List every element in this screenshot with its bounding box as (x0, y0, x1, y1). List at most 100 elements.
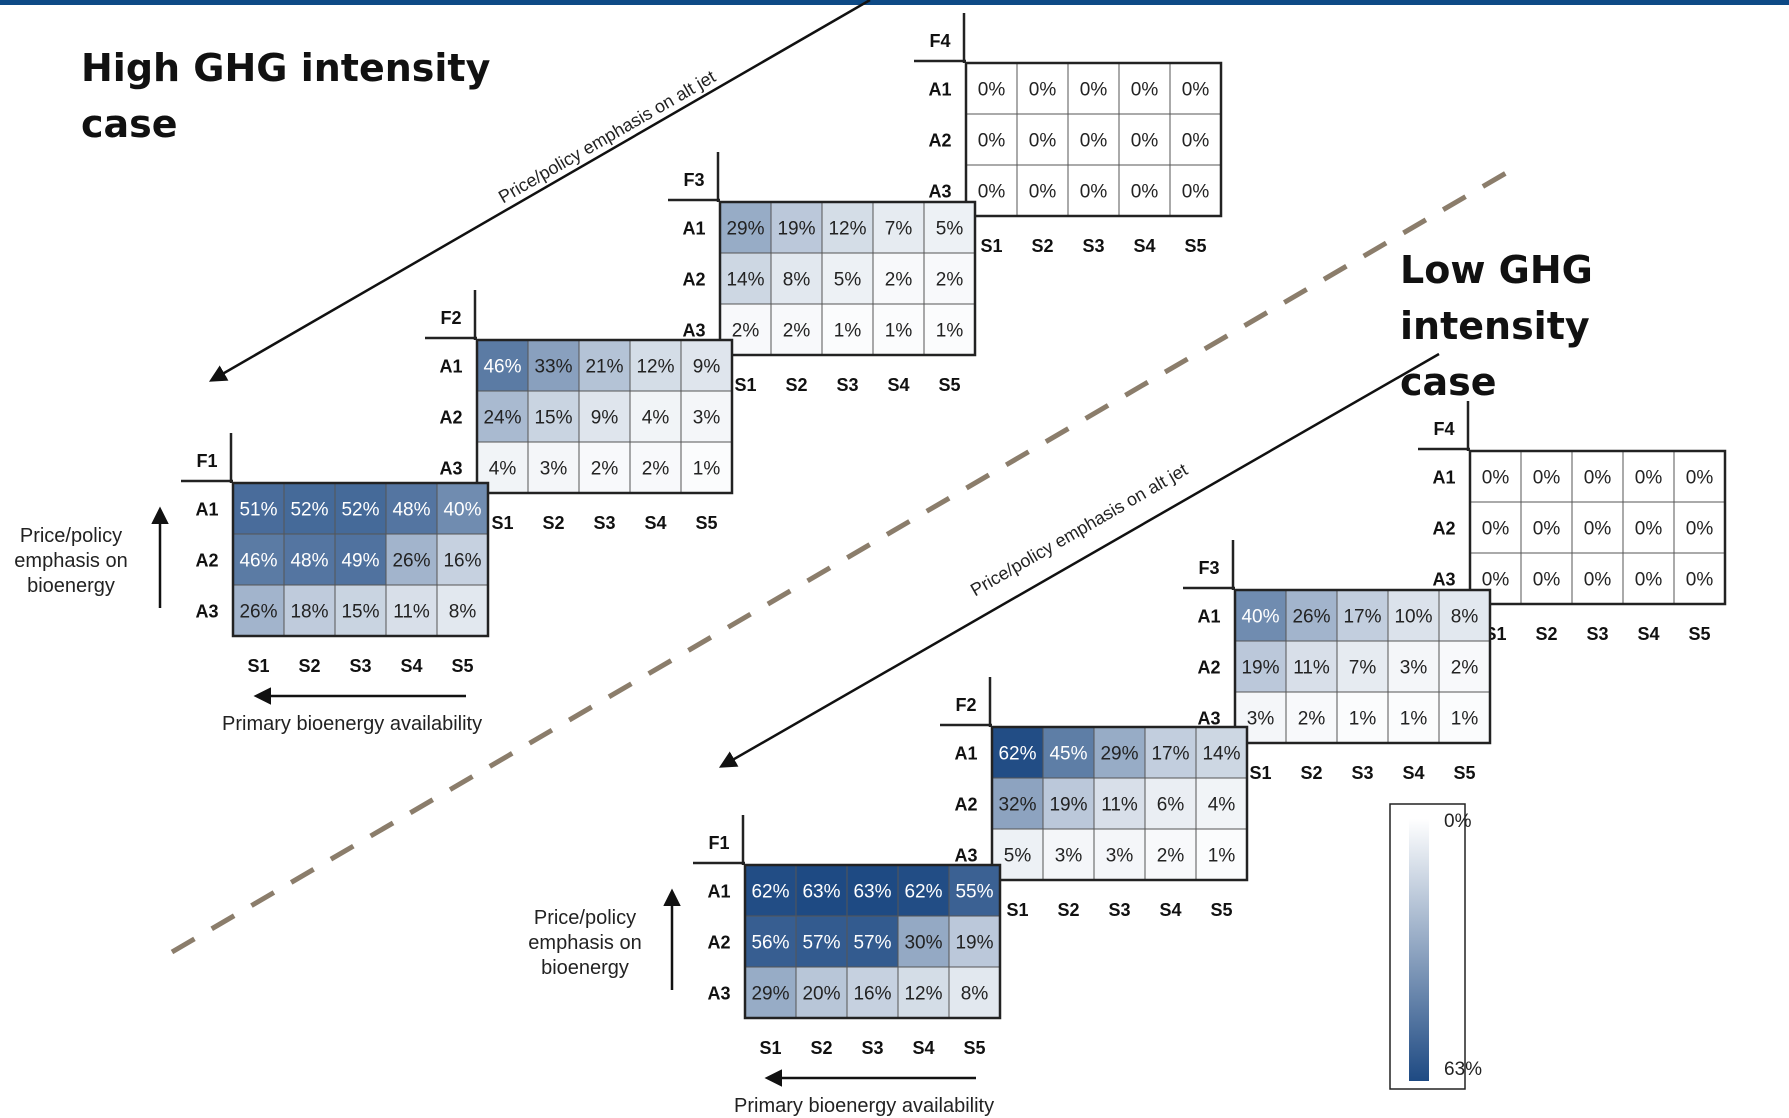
heatmap-cell (1016, 164, 1069, 217)
cell-value-label: 11% (1293, 658, 1330, 679)
cell-value-label: 40% (1241, 607, 1279, 628)
column-label: S3 (593, 513, 615, 533)
low-panel-f2: 62% 45% 29% 17% 14% 32% 19% 11% 6% 4% 5% 3% 3% 2% 1% F2… (940, 677, 1249, 920)
heatmap-cell (770, 252, 823, 305)
column-label: S4 (400, 656, 422, 676)
cell-value-label: 0% (1686, 468, 1714, 489)
panel-label: F3 (1198, 558, 1219, 578)
heatmap-cell (1042, 828, 1095, 881)
cell-value-label: 2% (885, 270, 913, 291)
cell-value-label: 9% (591, 408, 619, 429)
panel-label: F2 (955, 695, 976, 715)
cell-value-label: 2% (1157, 846, 1185, 867)
cell-value-label: 0% (1635, 468, 1663, 489)
heatmap-cell (680, 390, 733, 443)
cell-value-label: 48% (392, 500, 430, 521)
panel-frame (475, 338, 734, 495)
cell-value-label: 15% (341, 602, 379, 623)
column-label: S2 (1535, 624, 1557, 644)
heatmap-cell (232, 584, 285, 637)
cell-value-label: 0% (1080, 182, 1108, 203)
cell-value-label: 4% (489, 459, 517, 480)
cell-value-label: 3% (540, 459, 568, 480)
heatmap-cell (334, 533, 387, 586)
heatmap-cell (719, 201, 772, 254)
column-label: S2 (1300, 763, 1322, 783)
column-label: S2 (298, 656, 320, 676)
cell-value-label: 46% (483, 357, 521, 378)
heatmap-cell (1093, 828, 1146, 881)
cell-value-label: 52% (290, 500, 328, 521)
cell-value-label: 29% (726, 219, 764, 240)
column-label: S5 (963, 1038, 985, 1058)
column-label: S3 (349, 656, 371, 676)
heatmap-cell (1285, 589, 1338, 642)
cell-value-label: 0% (978, 80, 1006, 101)
cell-value-label: 0% (1686, 570, 1714, 591)
top-accent-bar (0, 0, 1789, 5)
cell-value-label: 19% (1241, 658, 1279, 679)
cell-value-label: 0% (1182, 80, 1210, 101)
cell-value-label: 26% (392, 551, 430, 572)
column-label: S1 (734, 375, 756, 395)
column-label: S5 (1453, 763, 1475, 783)
cell-value-label: 16% (853, 984, 891, 1005)
column-label: S5 (451, 656, 473, 676)
column-label: S3 (1108, 900, 1130, 920)
cell-value-label: 1% (1349, 709, 1377, 730)
colorbar-min-label: 0% (1444, 811, 1472, 832)
cell-value-label: 0% (1080, 80, 1108, 101)
panel-frame (1233, 588, 1492, 745)
cell-value-label: 55% (955, 882, 993, 903)
cell-value-label: 63% (853, 882, 891, 903)
heatmap-cell (991, 777, 1044, 830)
heatmap-cell (232, 533, 285, 586)
cell-value-label: 0% (1131, 131, 1159, 152)
row-label: A3 (195, 602, 218, 622)
row-label: A1 (1432, 468, 1455, 488)
cell-value-label: 63% (802, 882, 840, 903)
heatmap-cell (334, 482, 387, 535)
cell-value-label: 0% (1131, 80, 1159, 101)
cell-value-label: 0% (1533, 468, 1561, 489)
heatmap-cell (948, 966, 1001, 1019)
cell-value-label: 0% (1182, 182, 1210, 203)
cell-value-label: 19% (955, 933, 993, 954)
panel-label: F1 (196, 451, 217, 471)
heatmap-cell (1195, 726, 1248, 779)
heatmap-cell (1093, 777, 1146, 830)
column-label: S5 (1210, 900, 1232, 920)
heatmap-cell (1673, 450, 1726, 503)
column-label: S1 (980, 236, 1002, 256)
heatmap-cell (1169, 62, 1222, 115)
heatmap-cell (1438, 589, 1491, 642)
panel-frame (231, 481, 490, 638)
cell-value-label: 48% (290, 551, 328, 572)
column-label: S1 (759, 1038, 781, 1058)
row-label: A2 (439, 408, 462, 428)
cell-value-label: 11% (1101, 795, 1138, 816)
cell-value-label: 57% (802, 933, 840, 954)
column-label: S1 (1006, 900, 1028, 920)
row-label: A1 (928, 80, 951, 100)
cell-value-label: 21% (585, 357, 623, 378)
heatmap-cell (1520, 501, 1573, 554)
heatmap-cell (436, 584, 489, 637)
cell-value-label: 7% (1349, 658, 1377, 679)
colorbar-max-label: 63% (1444, 1059, 1483, 1080)
cell-value-label: 0% (1029, 182, 1057, 203)
cell-value-label: 26% (239, 602, 277, 623)
panel-frame (964, 61, 1223, 218)
cell-value-label: 11% (393, 602, 430, 623)
cell-value-label: 17% (1151, 744, 1189, 765)
heatmap-cell (795, 966, 848, 1019)
heatmap-cell (1622, 450, 1675, 503)
cell-value-label: 8% (961, 984, 989, 1005)
panel-label: F4 (929, 31, 950, 51)
column-label: S1 (1249, 763, 1271, 783)
heatmap-panels: 0% 0% 0% 0% 0% 0% 0% 0% 0% 0% 0% 0% 0% 0% 0% F4 A1 A2 A3 S1… (181, 13, 1727, 1058)
low-panel-f1: 62% 63% 63% 62% 55% 56% 57% 57% 30% 19% 29% 20% 16% 1… (693, 815, 1002, 1058)
heatmap-cell (1285, 691, 1338, 744)
column-label: S4 (1637, 624, 1659, 644)
cell-value-label: 46% (239, 551, 277, 572)
